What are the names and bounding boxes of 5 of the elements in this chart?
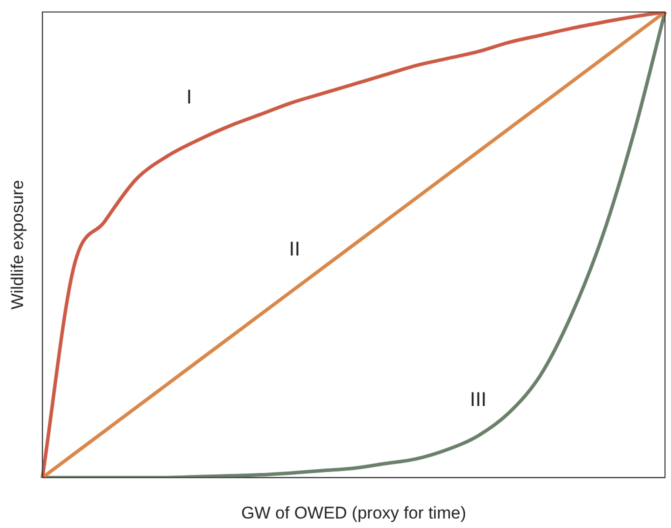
series-label: III — [470, 389, 487, 412]
series-label: II — [289, 238, 300, 261]
y-axis-title: Wildlife exposure — [8, 180, 27, 310]
x-axis-title: GW of OWED (proxy for time) — [241, 503, 466, 522]
series-label: I — [186, 86, 192, 109]
